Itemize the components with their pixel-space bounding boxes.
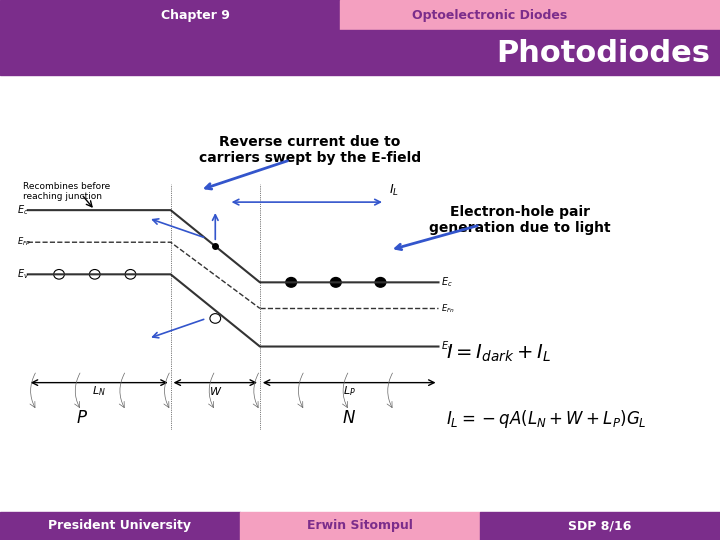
Text: Chapter 9: Chapter 9 <box>161 9 230 22</box>
Bar <box>240 512 480 540</box>
Text: $I_L$: $I_L$ <box>389 183 399 198</box>
Text: Electron-hole pair
generation due to light: Electron-hole pair generation due to lig… <box>429 205 611 235</box>
Bar <box>480 512 720 540</box>
Bar <box>0 75 720 512</box>
Text: President University: President University <box>48 519 192 532</box>
Bar <box>340 0 720 30</box>
Circle shape <box>375 278 386 287</box>
Circle shape <box>330 278 341 287</box>
Text: $L_P$: $L_P$ <box>343 384 356 399</box>
Text: Reverse current due to
carriers swept by the E-field: Reverse current due to carriers swept by… <box>199 135 421 165</box>
Text: Recombines before
reaching junction: Recombines before reaching junction <box>23 182 111 201</box>
Text: Photodiodes: Photodiodes <box>496 38 710 68</box>
Text: $I = I_{dark} + I_L$: $I = I_{dark} + I_L$ <box>446 343 551 364</box>
Text: $E_v$: $E_v$ <box>17 267 29 281</box>
Text: $E_v$: $E_v$ <box>441 340 453 353</box>
Text: SDP 8/16: SDP 8/16 <box>568 519 631 532</box>
Text: Erwin Sitompul: Erwin Sitompul <box>307 519 413 532</box>
Text: $E_c$: $E_c$ <box>17 203 28 217</box>
Bar <box>0 0 340 30</box>
Bar <box>0 512 240 540</box>
Text: P: P <box>76 409 86 427</box>
Text: $W$: $W$ <box>209 384 222 397</box>
Text: $E_{Fn}$: $E_{Fn}$ <box>441 302 455 315</box>
Text: N: N <box>343 409 356 427</box>
Circle shape <box>286 278 297 287</box>
Text: Optoelectronic Diodes: Optoelectronic Diodes <box>413 9 567 22</box>
Text: $L_N$: $L_N$ <box>92 384 106 399</box>
Text: $E_c$: $E_c$ <box>441 275 452 289</box>
Text: $E_{FP}$: $E_{FP}$ <box>17 236 31 248</box>
Text: $I_L = -qA(L_N + W + L_P)G_L$: $I_L = -qA(L_N + W + L_P)G_L$ <box>446 408 647 429</box>
Bar <box>0 30 720 75</box>
